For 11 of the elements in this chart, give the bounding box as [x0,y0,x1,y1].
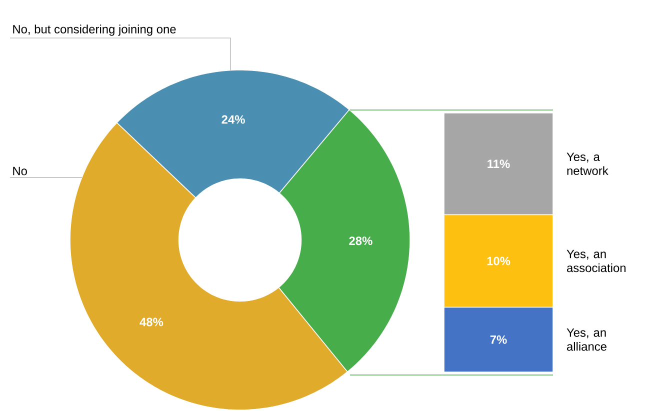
data-label: 7% [490,335,507,344]
series-label: Yes, an alliance [566,328,606,351]
slice-label: No, but considering joining one [13,24,176,36]
data-label: 10% [487,256,510,266]
data-label: 28% [349,236,372,246]
series-label: Yes, a network [566,152,608,176]
data-label: 24% [222,115,245,124]
slice-label: No [13,166,27,176]
data-label: 48% [140,318,164,326]
series-label: Yes, an association [566,250,626,272]
data-label: 11% [488,160,510,168]
